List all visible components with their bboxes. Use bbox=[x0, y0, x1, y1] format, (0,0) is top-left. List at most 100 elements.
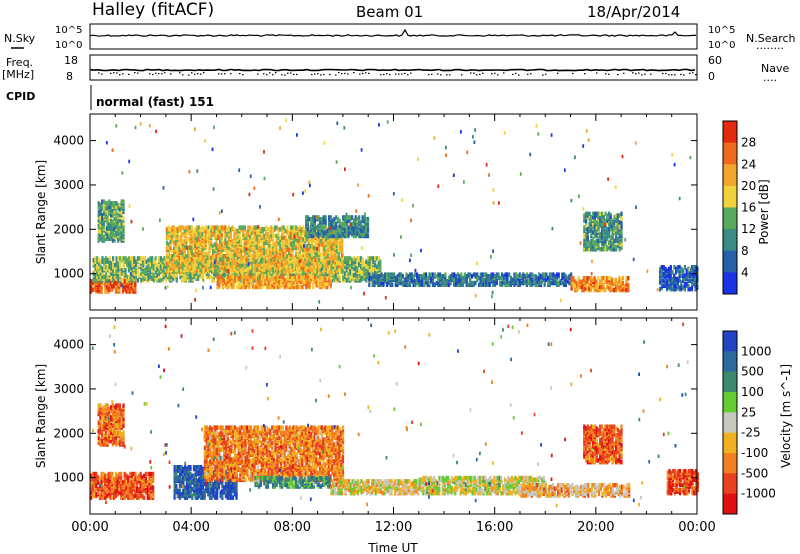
range-cell bbox=[156, 262, 159, 268]
range-cell bbox=[284, 269, 287, 274]
range-cell bbox=[210, 245, 213, 251]
range-cell bbox=[298, 265, 301, 271]
range-cell bbox=[374, 256, 377, 261]
range-cell bbox=[120, 219, 123, 225]
range-cell bbox=[305, 215, 308, 220]
range-cell bbox=[548, 277, 551, 282]
range-cell bbox=[374, 269, 377, 275]
range-cell bbox=[104, 271, 108, 276]
range-cell bbox=[334, 245, 337, 251]
range-cell bbox=[319, 281, 322, 286]
range-cell bbox=[227, 225, 230, 230]
range-cell bbox=[99, 268, 102, 273]
range-cell bbox=[349, 259, 352, 264]
range-cell bbox=[531, 277, 534, 282]
range-cell bbox=[292, 276, 295, 281]
range-cell bbox=[286, 247, 289, 252]
range-cell bbox=[284, 259, 287, 264]
range-cell bbox=[97, 236, 100, 241]
range-cell bbox=[190, 233, 193, 239]
range-cell bbox=[414, 282, 417, 287]
range-cell bbox=[296, 252, 300, 257]
range-cell bbox=[462, 282, 465, 287]
range-cell bbox=[104, 256, 108, 261]
range-cell bbox=[190, 260, 193, 266]
range-cell bbox=[366, 228, 370, 234]
range-cell bbox=[187, 257, 190, 262]
range-cell bbox=[108, 271, 111, 276]
range-cell bbox=[315, 273, 318, 278]
range-cell bbox=[225, 276, 228, 281]
range-cell bbox=[363, 221, 366, 227]
range-cell bbox=[414, 279, 417, 284]
range-cell bbox=[197, 240, 200, 246]
range-cell bbox=[260, 276, 263, 281]
range-cell bbox=[486, 274, 489, 279]
range-cell bbox=[312, 274, 315, 280]
range-cell bbox=[171, 230, 174, 235]
range-cell bbox=[275, 225, 278, 230]
range-cell bbox=[462, 275, 465, 281]
range-cell bbox=[550, 280, 553, 286]
range-cell bbox=[495, 272, 498, 277]
range-cell bbox=[421, 274, 424, 279]
nave-point bbox=[287, 72, 289, 74]
range-cell bbox=[347, 256, 350, 261]
range-cell bbox=[236, 228, 239, 234]
range-cell bbox=[453, 277, 456, 282]
range-cell bbox=[129, 262, 132, 268]
range-cell bbox=[180, 267, 183, 272]
range-cell bbox=[419, 274, 422, 279]
range-cell bbox=[315, 225, 318, 230]
range-cell bbox=[319, 242, 323, 247]
nave-point bbox=[275, 72, 277, 74]
range-cell bbox=[286, 225, 289, 230]
range-cell bbox=[554, 274, 557, 279]
range-cell bbox=[125, 280, 128, 286]
range-cell bbox=[274, 273, 278, 278]
range-cell bbox=[215, 260, 218, 266]
range-cell bbox=[130, 285, 133, 291]
range-cell bbox=[449, 280, 452, 286]
range-cell bbox=[259, 238, 262, 244]
nave-point bbox=[179, 72, 181, 74]
range-cell bbox=[586, 245, 589, 250]
range-cell bbox=[590, 276, 593, 281]
range-cell bbox=[502, 274, 505, 279]
range-cell bbox=[483, 282, 486, 287]
range-cell bbox=[120, 271, 124, 276]
range-cell bbox=[232, 274, 235, 280]
range-cell bbox=[279, 243, 282, 249]
range-cell bbox=[329, 276, 332, 281]
range-cell bbox=[257, 227, 261, 232]
range-cell bbox=[338, 228, 341, 234]
range-cell bbox=[513, 272, 516, 277]
range-cell bbox=[203, 233, 206, 239]
range-cell bbox=[511, 277, 514, 282]
range-cell bbox=[541, 272, 544, 277]
range-cell bbox=[215, 228, 218, 234]
nave-point bbox=[182, 74, 184, 76]
range-cell bbox=[359, 274, 363, 280]
range-cell bbox=[254, 225, 257, 230]
nave-point bbox=[341, 73, 343, 75]
range-cell bbox=[250, 257, 254, 262]
range-cell bbox=[178, 260, 181, 266]
range-cell bbox=[539, 274, 543, 279]
range-cell bbox=[106, 206, 109, 211]
range-cell bbox=[188, 240, 192, 246]
range-cell bbox=[618, 287, 621, 293]
range-cell bbox=[444, 275, 447, 281]
range-cell bbox=[282, 283, 285, 288]
range-cell bbox=[249, 262, 252, 267]
range-cell bbox=[178, 242, 181, 247]
range-cell bbox=[224, 243, 227, 249]
range-cell bbox=[265, 255, 268, 261]
range-cell bbox=[323, 267, 326, 272]
range-cell bbox=[115, 229, 118, 235]
range-cell bbox=[563, 272, 566, 277]
range-cell bbox=[298, 240, 301, 246]
range-cell bbox=[268, 230, 271, 235]
range-cell bbox=[147, 262, 150, 268]
